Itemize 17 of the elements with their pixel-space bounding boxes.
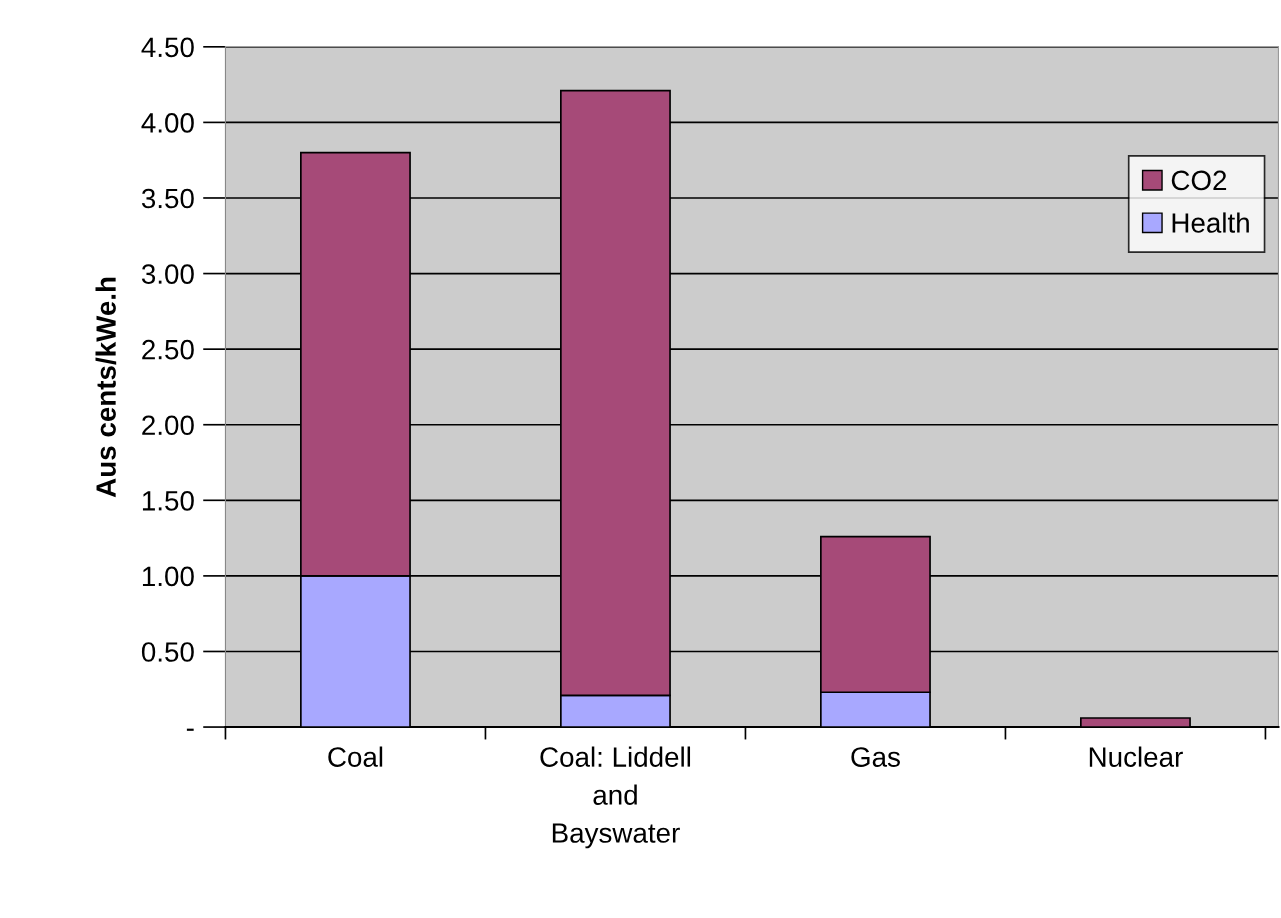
- x-tick-label: Coal: [328, 746, 383, 767]
- y-tick-label: 1.50: [142, 490, 194, 511]
- legend-label: Health: [1172, 212, 1249, 233]
- legend-label: CO2: [1171, 170, 1227, 191]
- x-tick-label: Coal: Liddell and Bayswater: [540, 746, 691, 849]
- x-tick-label: Nuclear: [1089, 746, 1183, 767]
- y-axis-title: Aus cents/kWe.h: [95, 277, 117, 498]
- y-tick-label: 4.00: [141, 113, 194, 133]
- y-tick-label: 2.50: [142, 339, 194, 360]
- y-tick-label: 4.50: [141, 37, 194, 58]
- y-tick-label: 3.00: [141, 264, 194, 284]
- y-tick-label: -: [186, 728, 194, 731]
- x-tick-label: Gas: [851, 747, 900, 767]
- y-tick-label: 2.00: [142, 415, 194, 436]
- y-tick-label: 1.00: [142, 566, 194, 587]
- y-tick-label: 0.50: [141, 642, 194, 662]
- y-tick-label: 3.50: [141, 188, 194, 209]
